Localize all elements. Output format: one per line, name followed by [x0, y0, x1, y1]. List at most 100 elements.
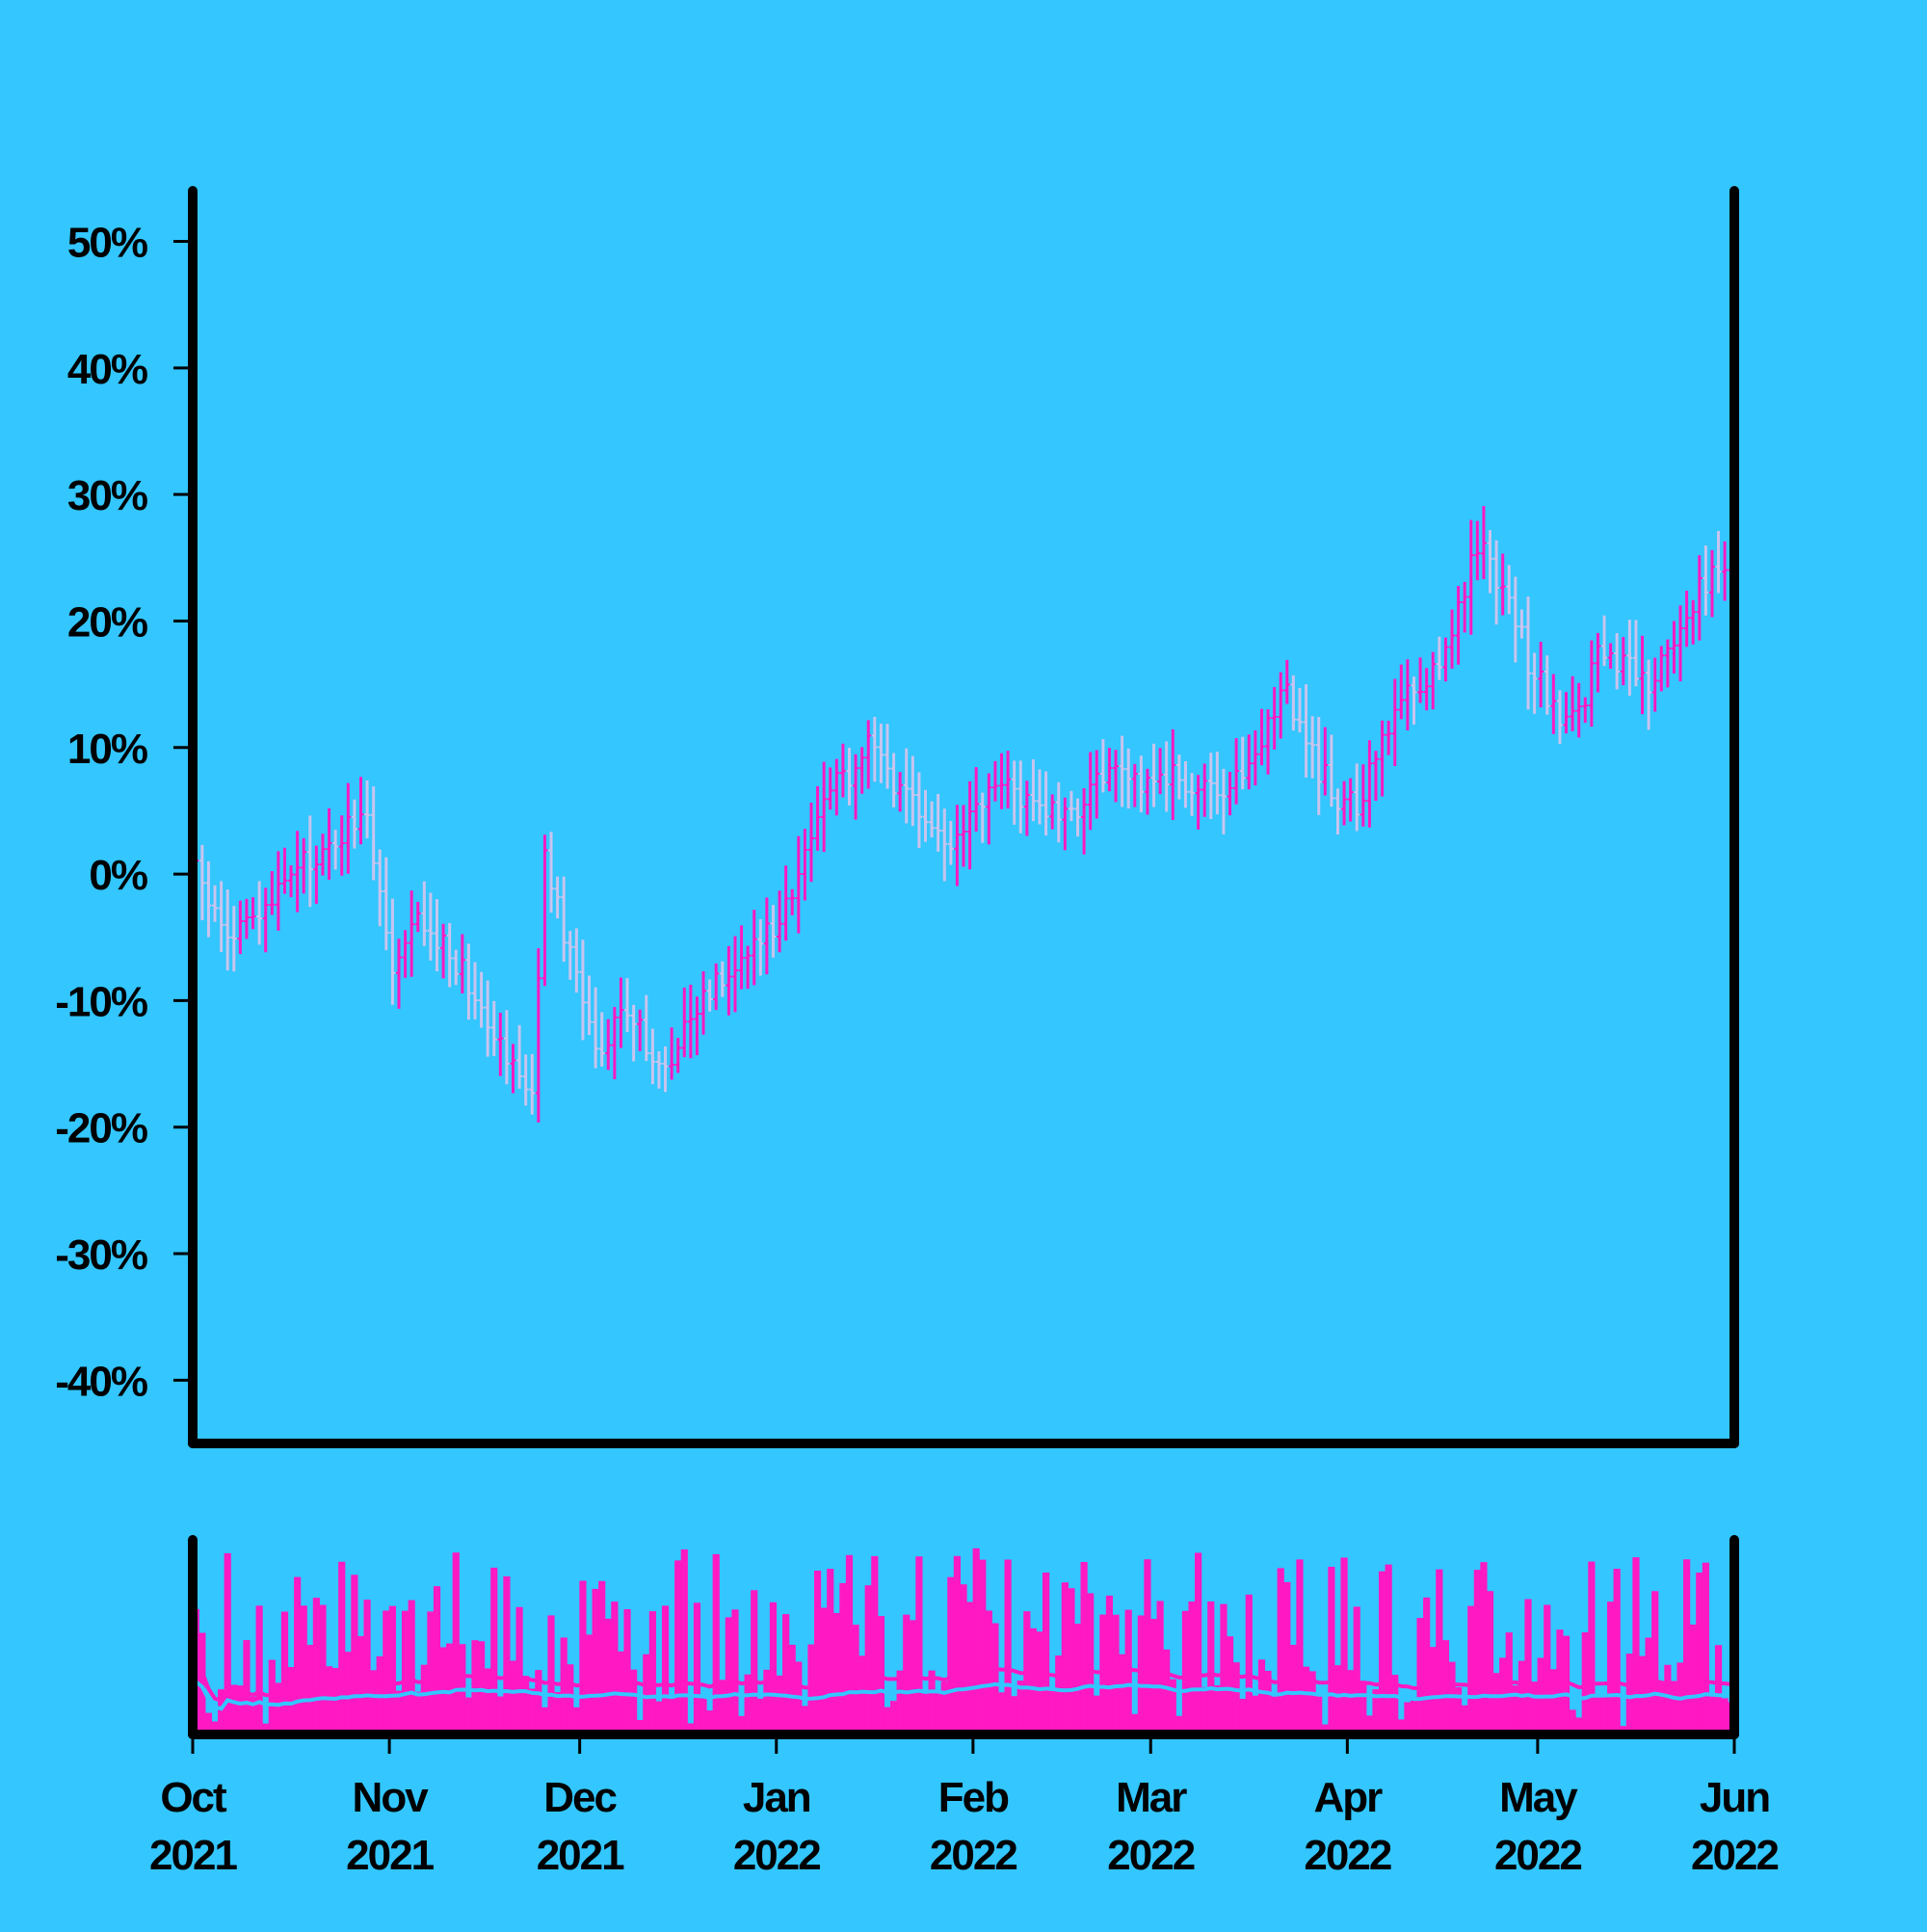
volume-ma-short-line [195, 1680, 1731, 1711]
volume-bar [1372, 1689, 1380, 1734]
volume-bar [1480, 1562, 1488, 1734]
volume-bar [915, 1556, 923, 1734]
volume-bar [331, 1667, 339, 1734]
volume-bar [567, 1664, 574, 1734]
ohlc-bar [935, 793, 941, 852]
ohlc-bar [1512, 576, 1518, 663]
volume-bar [1365, 1715, 1373, 1734]
volume-bar [280, 1611, 289, 1734]
ohlc-bar [294, 831, 301, 913]
ohlc-bar [1372, 751, 1379, 802]
ohlc-bar [319, 834, 326, 876]
price-frame [188, 186, 1739, 1448]
volume-bar [1061, 1582, 1069, 1734]
volume-bar [427, 1611, 435, 1734]
ohlc-bar [237, 900, 244, 955]
ohlc-bar [1703, 545, 1709, 616]
ohlc-bar [1671, 621, 1677, 674]
ohlc-bar [1278, 672, 1284, 739]
ohlc-bar [1062, 797, 1069, 851]
x-tick-label-month: Mar [1116, 1774, 1187, 1821]
volume-bar [1093, 1695, 1100, 1734]
volume-bar [1277, 1568, 1284, 1734]
volume-bar [1321, 1724, 1329, 1734]
ohlc-bar [1043, 771, 1049, 836]
ohlc-bar [1246, 734, 1253, 790]
volume-bar [300, 1605, 307, 1734]
ohlc-bar [777, 890, 783, 953]
volume-bar [979, 1559, 987, 1734]
volume-bar [1163, 1649, 1171, 1734]
ohlc-bar [1189, 773, 1196, 816]
volume-bar [845, 1554, 854, 1734]
volume-bar [1721, 1698, 1729, 1734]
volume-bar [960, 1584, 967, 1734]
ohlc-bar [669, 1027, 675, 1080]
volume-bar [611, 1601, 619, 1734]
ohlc-bar [1195, 775, 1201, 830]
volume-bar [997, 1692, 1006, 1734]
ohlc-bar [706, 979, 713, 1012]
ohlc-bar [1081, 787, 1088, 855]
ohlc-bar [586, 975, 593, 1036]
volume-bar [807, 1644, 815, 1734]
volume-bar [661, 1605, 670, 1734]
ohlc-bar [833, 758, 840, 816]
volume-bar [1397, 1719, 1405, 1734]
y-tick-label: 10% [67, 726, 147, 773]
volume-bar [262, 1723, 270, 1734]
volume-bar [464, 1697, 473, 1734]
ohlc-bar [694, 996, 700, 1056]
ohlc-bar [1448, 609, 1455, 669]
volume-bar [1448, 1661, 1456, 1734]
volume-bar [1137, 1615, 1145, 1734]
ohlc-bar [1379, 720, 1386, 797]
ohlc-bar [1646, 659, 1652, 730]
volume-bar [528, 1688, 536, 1734]
volume-bar [648, 1611, 656, 1734]
y-tick-label: -10% [55, 978, 147, 1025]
volume-bar [827, 1569, 834, 1734]
volume-bar [477, 1641, 486, 1734]
volume-bar [204, 1712, 213, 1734]
volume-bar [1080, 1562, 1088, 1734]
x-tick-label-year: 2022 [733, 1832, 820, 1879]
ohlc-bar [1023, 781, 1030, 836]
volume-bar [1683, 1559, 1691, 1734]
volume-bar [1512, 1685, 1519, 1734]
ohlc-bar [250, 897, 256, 930]
ohlc-bar [929, 801, 936, 838]
volume-bar [1043, 1572, 1050, 1734]
volume-bar [1068, 1588, 1075, 1734]
volume-bar [554, 1692, 562, 1734]
ohlc-bar [681, 987, 688, 1058]
ohlc-bar [865, 720, 872, 789]
volume-bar [414, 1691, 422, 1734]
ohlc-bar [1119, 735, 1125, 807]
ohlc-bar [503, 1010, 510, 1085]
ohlc-bar [915, 772, 922, 849]
ohlc-bar [522, 1054, 529, 1106]
ohlc-bar [649, 1028, 656, 1085]
volume-bar [1048, 1690, 1056, 1734]
ohlc-bar [1138, 755, 1145, 813]
volume-bar [1302, 1666, 1310, 1734]
volume-bar [776, 1675, 783, 1734]
ohlc-bar [674, 1038, 681, 1073]
ohlc-bar [821, 761, 828, 853]
ohlc-bar [1474, 520, 1481, 581]
volume-bar [1181, 1610, 1190, 1734]
volume-bar [1670, 1681, 1678, 1734]
volume-bar [1594, 1695, 1602, 1734]
volume-bar [1702, 1562, 1709, 1734]
volume-bar [1385, 1564, 1392, 1734]
ohlc-bar [966, 781, 973, 870]
volume-bar [1461, 1705, 1468, 1734]
volume-bar [1410, 1698, 1418, 1734]
ohlc-bar [1632, 620, 1639, 687]
ohlc-bar [1411, 676, 1417, 725]
volume-bar [1441, 1640, 1450, 1734]
volume-bar [522, 1676, 530, 1734]
ohlc-bar [351, 799, 357, 849]
ohlc-bar [472, 962, 479, 1019]
